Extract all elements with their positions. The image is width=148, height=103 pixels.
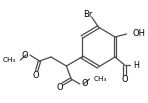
Text: OH: OH xyxy=(132,29,145,39)
Text: O: O xyxy=(121,74,128,84)
Text: CH₃: CH₃ xyxy=(2,57,16,63)
Text: O: O xyxy=(56,83,63,91)
Text: O: O xyxy=(32,70,39,80)
Text: O: O xyxy=(82,80,88,88)
Text: H: H xyxy=(133,60,139,70)
Text: Br: Br xyxy=(83,9,92,19)
Text: CH₃: CH₃ xyxy=(93,76,107,82)
Text: O: O xyxy=(21,50,28,60)
